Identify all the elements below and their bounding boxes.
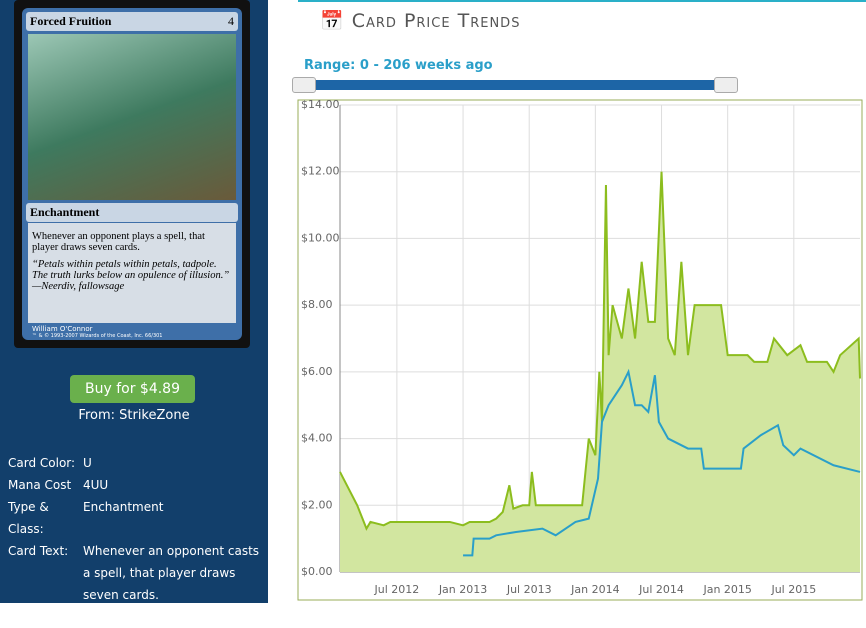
- price-line: [463, 368, 861, 557]
- card-frame: Forced Fruition 4 Enchantment Whenever an…: [22, 8, 242, 340]
- detail-value: Enchantment: [83, 500, 164, 514]
- y-tick-label: $2.00: [301, 498, 333, 511]
- card-name: Forced Fruition: [30, 14, 112, 28]
- detail-row: Flavor Text: "Petals within petals within: [8, 606, 263, 628]
- y-tick-label: $14.00: [301, 98, 340, 111]
- x-tick-label: Jul 2013: [506, 583, 552, 596]
- card-type: Enchantment: [30, 205, 100, 219]
- x-tick-label: Jan 2014: [570, 583, 619, 596]
- card-rules: Whenever an opponent plays a spell, that…: [32, 231, 205, 253]
- detail-label: Card Text:: [8, 544, 69, 558]
- range-label: Range: 0 - 206 weeks ago: [304, 58, 493, 73]
- slider-handle[interactable]: [714, 77, 738, 93]
- detail-value: U: [83, 456, 92, 470]
- card-flavor: “Petals within petals within petals, tad…: [32, 259, 230, 292]
- header-rule: [298, 0, 866, 2]
- card-text-box: Whenever an opponent plays a spell, that…: [28, 223, 236, 323]
- y-tick-label: $6.00: [301, 365, 333, 378]
- y-tick-label: $0.00: [301, 565, 333, 578]
- detail-value: 4UU: [83, 478, 109, 492]
- chart-frame: [297, 99, 863, 601]
- detail-row: Card Text: Whenever an opponent casts a s…: [8, 540, 263, 606]
- price-line: [339, 171, 861, 531]
- x-tick-label: Jul 2015: [770, 583, 816, 596]
- detail-value: "Petals within petals within: [83, 610, 246, 624]
- detail-label: Card Color:: [8, 456, 76, 470]
- slider-handle[interactable]: [292, 77, 316, 93]
- detail-label: Mana Cost: [8, 478, 72, 492]
- seller: From: StrikeZone: [78, 408, 190, 423]
- card-art: [28, 34, 236, 200]
- detail-label: Flavor Text:: [8, 610, 78, 624]
- detail-row: Mana Cost 4UU: [8, 474, 263, 496]
- detail-value: Whenever an opponent casts a spell, that…: [83, 544, 260, 602]
- card-copyright: ™ & © 1993-2007 Wizards of the Coast, In…: [32, 333, 163, 339]
- page-title: 📅 Card Price Trends: [320, 10, 521, 32]
- card-name-bar: Forced Fruition 4: [26, 12, 238, 31]
- sidebar: Forced Fruition 4 Enchantment Whenever an…: [0, 0, 268, 624]
- card-type-bar: Enchantment: [26, 203, 238, 222]
- x-tick-label: Jan 2015: [702, 583, 751, 596]
- card-mana: 4: [228, 14, 234, 28]
- y-tick-label: $8.00: [301, 298, 333, 311]
- x-tick-label: Jul 2012: [374, 583, 420, 596]
- buy-button[interactable]: Buy for $4.89: [70, 375, 195, 403]
- chart: $0.00 $2.00 $4.00 $6.00 $8.00 $10.00 $12.00 $14…: [297, 98, 863, 601]
- detail-label: Type & Class:: [8, 500, 49, 536]
- card-image: Forced Fruition 4 Enchantment Whenever an…: [14, 0, 250, 348]
- x-tick-label: Jul 2014: [638, 583, 684, 596]
- price-area: [340, 171, 860, 572]
- page: Forced Fruition 4 Enchantment Whenever an…: [0, 0, 866, 603]
- title-text: Card Price Trends: [351, 10, 521, 32]
- y-tick-label: $10.00: [301, 231, 340, 244]
- y-tick-label: $4.00: [301, 432, 333, 445]
- x-tick-label: Jan 2013: [438, 583, 487, 596]
- detail-row: Type & Class: Enchantment: [8, 496, 263, 540]
- y-tick-label: $12.00: [301, 165, 340, 178]
- detail-row: Card Color: U: [8, 452, 263, 474]
- range-slider[interactable]: [292, 77, 738, 93]
- card-artist: William O'Connor: [32, 325, 93, 333]
